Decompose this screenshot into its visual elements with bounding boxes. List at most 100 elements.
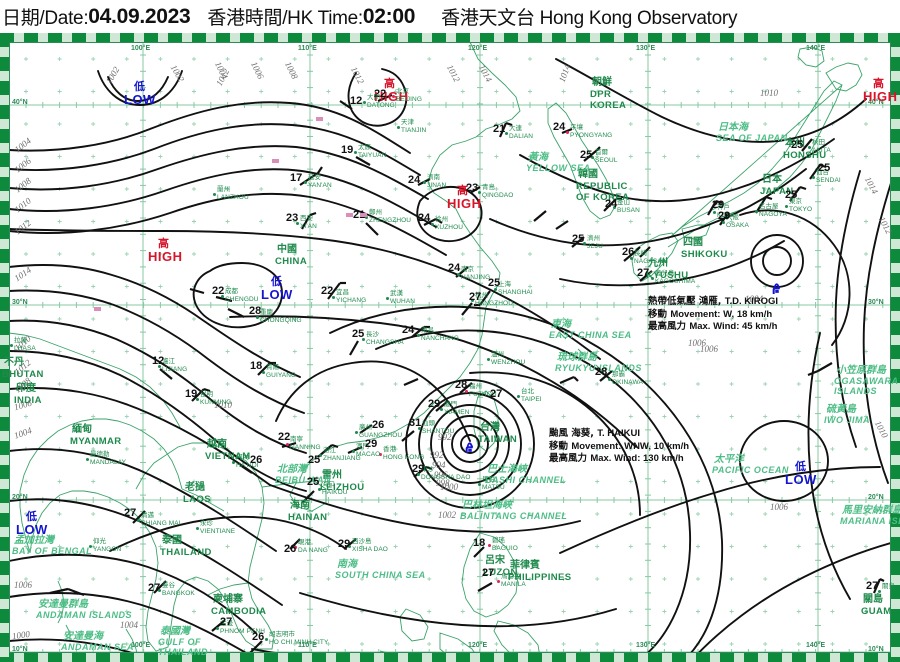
station-cn-60: 曼德勒 — [90, 450, 110, 458]
station-dot-guiyang — [262, 371, 265, 374]
lat-tick-right-10°N: 10°N — [868, 646, 884, 653]
station-temp-PHNOM PENH: 27 — [220, 616, 233, 628]
station-temp-DONGSHA DAO: 29 — [412, 463, 425, 475]
isobar-label-1006-36: 1006 — [14, 580, 32, 590]
storm-name: 颱風 海葵, T. HAIKUI — [549, 428, 640, 439]
sea-bashi-channel: BASHI CHANNEL — [485, 475, 567, 485]
station-dot-hangzhou — [471, 299, 474, 302]
station-cn-22: 仙台 — [816, 168, 829, 176]
station-temp-DA NANG: 26 — [284, 543, 297, 555]
station-dot-yangon — [89, 545, 92, 548]
country-cn-VIETNAM: 越南 — [207, 439, 227, 450]
sea-balintang-channel: BALINTANG CHANNEL — [460, 511, 568, 521]
station-temp-PYONGYANG: 24 — [553, 121, 566, 133]
station-dot-osaka — [722, 221, 725, 224]
station-temp-SENDAI: 25 — [818, 162, 831, 174]
station-temp-CHONGQING: 28 — [249, 305, 262, 317]
station-dot-hong-kong — [379, 453, 382, 456]
country-cn-SHIKOKU: 四國 — [683, 237, 703, 248]
station-vientiane: VIENTIANE — [200, 528, 236, 535]
lon-tick-top-130°E: 130°E — [636, 45, 656, 52]
station-xisha-dao: XISHA DAO — [352, 546, 388, 553]
lat-tick-right-20°N: 20°N — [868, 494, 884, 501]
station-temp-DALIAN: 21 — [493, 123, 506, 135]
station-temp-TAIPEI: 27 — [490, 388, 503, 400]
station-dot-jinan — [423, 181, 426, 184]
station-chongqing: CHONGQING — [260, 317, 302, 324]
station-dot-shanghai — [494, 288, 497, 291]
station-cn-19: 大阪 — [726, 213, 739, 221]
station-cn-31: 南昌 — [421, 326, 434, 334]
station-dot-okinawa — [608, 378, 611, 381]
storm-annotation-t-haikui: 颱風 海葵, T. HAIKUI 移動 Movement: WNW, 10 km/… — [549, 428, 689, 466]
country-cn-HONSHU: 本州 — [785, 138, 805, 149]
station-temp-CHENGDU: 22 — [212, 285, 225, 297]
station-dot-lanzhou — [213, 193, 216, 196]
station-temp-HA NOI: 26 — [250, 454, 263, 466]
country-china: CHINA — [275, 256, 308, 267]
station-cn-52: 那霸 — [612, 370, 625, 378]
station-temp-NAGASAKI: 26 — [622, 246, 635, 258]
station-dot-matsu — [478, 483, 481, 486]
station-dot-dalian — [505, 132, 508, 135]
country-cambodia: CAMBODIA — [211, 606, 267, 617]
country-honshu: HONSHU — [783, 150, 827, 161]
country-cn-DPR: 朝鮮 — [592, 77, 612, 88]
station-dot-seoul — [591, 156, 594, 159]
station-nanchang: NANCHANG — [421, 335, 459, 342]
station-cn-35: 瀘江 — [162, 357, 175, 365]
station-zhanjiang: ZHANJIANG — [323, 455, 361, 462]
station-dot-wuhan — [386, 297, 389, 300]
station-cn-4: 蘭州 — [217, 185, 230, 193]
lat-tick-30°N: 30°N — [12, 299, 28, 306]
station-cn-53: 峴港 — [298, 538, 311, 546]
station-temp-DATONG: 12 — [350, 95, 363, 107]
station-dot-xiamen — [440, 408, 443, 411]
station-dot-zhanjiang — [319, 454, 322, 457]
station-cn-36: 拉薩 — [14, 336, 27, 344]
weather-symbol-0 — [316, 117, 323, 121]
station-temp-OSAKA: 29 — [718, 210, 731, 222]
station-dot-- — [878, 590, 881, 593]
country-vietnam: VIETNAM — [205, 451, 251, 462]
station-guiyang: GUIYANG — [266, 372, 297, 379]
station-dot-fuzhou — [465, 390, 468, 393]
station-kagoshima: KAGOSHIMA — [655, 278, 696, 285]
pressure-high-4: HIGH — [148, 249, 183, 264]
station-chiang-mai: CHIANG MAI — [141, 520, 181, 527]
country-republic: REPUBLIC — [576, 181, 628, 192]
station-cn-10: 青島 — [482, 183, 495, 191]
station-temp-SHANGHAI: 25 — [488, 277, 501, 289]
station-cn-24: 成都 — [225, 287, 238, 295]
station-dot-jeju — [583, 242, 586, 245]
station-dot-changsha — [362, 338, 365, 341]
station-nagasaki: NAGASAKI — [634, 258, 669, 265]
station-cn-21: 東京 — [789, 197, 802, 205]
country-guam: GUAM — [861, 606, 892, 617]
station-nanning: NANNING — [290, 444, 321, 451]
station-xi-an: XI'AN — [300, 223, 317, 230]
lon-tick-140°E: 140°E — [806, 642, 826, 649]
sea-ogasawara-2: ISLANDS — [834, 386, 878, 396]
station-dot-nanning — [286, 443, 289, 446]
station-temp-NANJING: 24 — [448, 262, 461, 274]
station-dot-nanchang — [417, 334, 420, 337]
station-cn-16: 長崎 — [634, 249, 647, 257]
storm-movement: 移動 Movement: WNW, 10 km/h — [549, 440, 690, 452]
sea-cn-10: 孟加拉灣 — [14, 535, 54, 546]
cyclone-symbol-t-haikui: ۾ — [465, 435, 474, 452]
station-jeju: JEJU — [587, 243, 603, 250]
station-temp-NANCHANG: 24 — [402, 324, 415, 336]
station-dot-qingdao — [478, 191, 481, 194]
wind-barbs — [49, 93, 885, 654]
station-temp-GUIYANG: 18 — [250, 360, 263, 372]
pressure-low-cn-6: 低 — [795, 460, 806, 473]
station-temp-MACAO: 29 — [365, 438, 378, 450]
station-dot-nanjing — [457, 273, 460, 276]
station-cn-49: 西沙島 — [352, 537, 372, 545]
country-luzon: LUZON — [483, 567, 518, 578]
pressure-low-cn-7: 低 — [26, 510, 37, 523]
storm-movement: 移動 Movement: W, 18 km/h — [648, 308, 773, 320]
station-dot-tianjin — [397, 126, 400, 129]
station-dongsha-dao: DONGSHA DAO — [421, 474, 471, 481]
